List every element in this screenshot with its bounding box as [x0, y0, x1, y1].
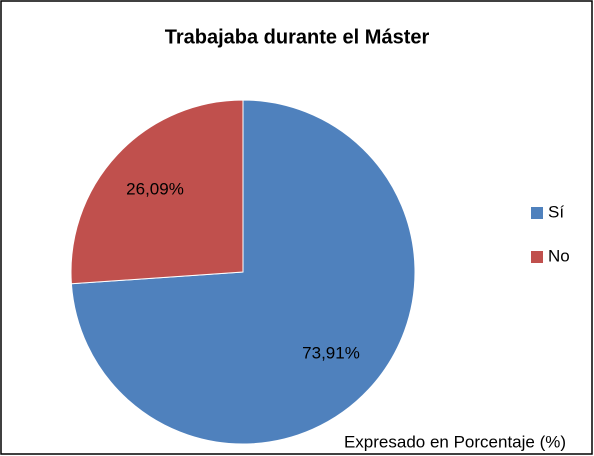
data-label: 26,09% — [126, 179, 184, 198]
legend-swatch — [531, 207, 543, 219]
pie-slice — [70, 99, 244, 285]
legend-swatch — [531, 251, 543, 263]
chart-title: Trabajaba durante el Máster — [165, 26, 430, 48]
legend-label: Sí — [548, 202, 564, 221]
data-label: 73,91% — [302, 344, 360, 363]
annotation: Expresado en Porcentaje (%) — [344, 432, 566, 451]
legend-label: No — [548, 246, 570, 265]
